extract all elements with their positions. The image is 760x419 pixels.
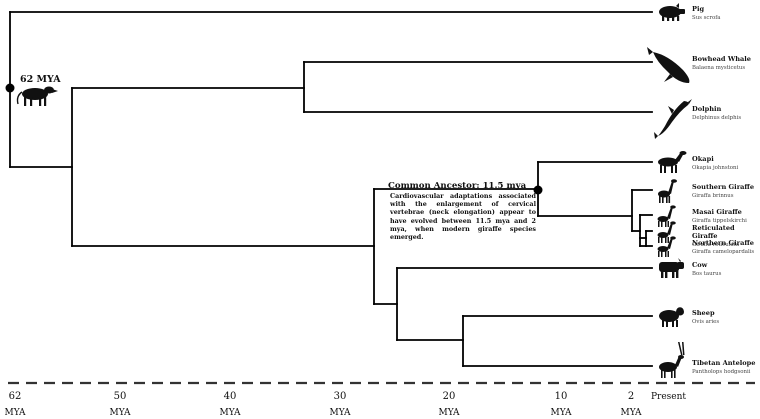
sheep-icon [659,307,684,327]
species-label-reticulated-giraffe: Reticulated Giraffe Giraffa reticulata [692,224,760,249]
species-scientific-name: Giraffa camelopardalis [692,249,755,255]
dolphin-icon [654,99,692,139]
species-common-name: Northern Giraffe [692,239,754,247]
species-common-name: Cow [692,261,708,269]
species-common-name: Okapi [692,155,714,163]
species-scientific-name: Giraffa reticulata [692,242,740,248]
ancestor-icon [16,86,58,106]
timeline-tick: 62 MYA [0,391,30,418]
okapi-icon [658,151,687,173]
species-common-name: Dolphin [692,105,722,113]
species-scientific-name: Delphinus delphis [692,115,742,121]
root-node [5,83,15,93]
tick-value: 20 [442,391,456,402]
cow-icon [659,258,684,278]
species-scientific-name: Ovis aries [692,319,720,325]
species-scientific-name: Balaena mysticetus [692,65,746,71]
giraffe-icon [657,221,676,243]
timeline-tick: 10 MYA [546,391,576,418]
species-common-name: Pig [692,5,705,13]
timeline-present-label: Present [651,392,687,402]
species-label-masai-giraffe: Masai Giraffe Giraffa tippelskirchi [692,208,747,225]
tick-unit: MYA [4,408,26,418]
common-ancestor-node [533,185,543,195]
giraffe-icon [657,236,676,257]
giraffe-icon [658,179,677,203]
tick-value: 40 [223,391,237,402]
species-common-name: Tibetan Antelope [692,359,756,367]
whale-icon [647,47,690,83]
tick-value: 30 [333,391,347,402]
tick-unit: MYA [438,408,460,418]
common-ancestor-note: Cardiovascular adaptations associated wi… [390,192,536,242]
pig-icon [659,3,685,21]
species-common-name: Bowhead Whale [692,55,751,63]
species-label-bowhead-whale: Bowhead Whale Balaena mysticetus [692,55,751,72]
species-label-pig: Pig Sus scrofa [692,5,720,22]
timeline-tick: 2 MYA [616,391,646,418]
tick-unit: MYA [329,408,351,418]
tick-value: 62 [8,391,22,402]
species-common-name: Masai Giraffe [692,208,742,216]
species-common-name: Sheep [692,309,715,317]
species-scientific-name: Pantholops hodgsonii [692,369,751,375]
species-scientific-name: Bos taurus [692,271,722,277]
species-scientific-name: Giraffa brinnus [692,193,734,199]
tick-unit: MYA [109,408,131,418]
tick-unit: MYA [620,408,642,418]
species-label-dolphin: Dolphin Delphinus delphis [692,105,741,122]
antelope-icon [659,342,685,378]
species-label-sheep: Sheep Ovis aries [692,309,719,326]
timeline-tick: 50 MYA [105,391,135,418]
species-scientific-name: Sus scrofa [692,15,721,21]
tick-value: 2 [627,391,635,402]
species-label-tibetan-antelope: Tibetan Antelope Pantholops hodgsonii [692,359,755,376]
tick-unit: MYA [550,408,572,418]
species-scientific-name: Okapia johnstoni [692,165,739,171]
tick-unit: MYA [219,408,241,418]
tick-value: 10 [554,391,568,402]
timeline-tick: 30 MYA [325,391,355,418]
species-scientific-name: Giraffa tippelskirchi [692,218,747,224]
species-label-northern-giraffe: Northern Giraffe Giraffa camelopardalis [692,239,754,256]
timeline-tick: 20 MYA [434,391,464,418]
tick-value: 50 [113,391,127,402]
species-label-cow: Cow Bos taurus [692,261,721,278]
species-label-southern-giraffe: Southern Giraffe Giraffa brinnus [692,183,754,200]
common-ancestor-title: Common Ancestor: 11.5 mya [388,181,527,191]
root-age-label: 62 MYA [20,74,61,85]
giraffe-icon [657,205,676,227]
species-label-okapi: Okapi Okapia johnstoni [692,155,738,172]
species-common-name: Southern Giraffe [692,183,755,191]
species-common-name: Reticulated Giraffe [692,224,735,240]
timeline-tick: 40 MYA [215,391,245,418]
